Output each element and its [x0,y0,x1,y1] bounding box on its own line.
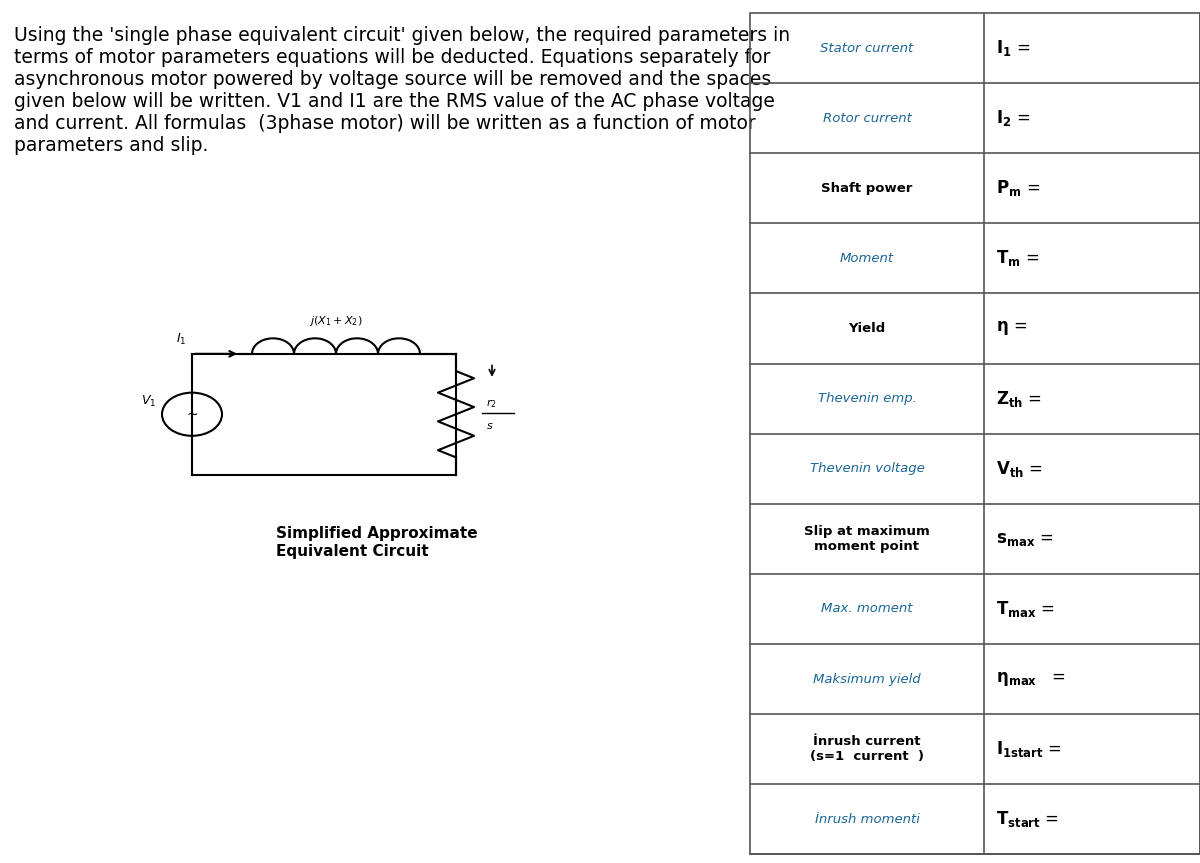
Text: Moment: Moment [840,252,894,265]
Text: $\mathbf{I_{1start}}$ =: $\mathbf{I_{1start}}$ = [996,740,1062,759]
Text: Simplified Approximate
Equivalent Circuit: Simplified Approximate Equivalent Circui… [276,526,478,559]
Text: İnrush current
(s=1  current  ): İnrush current (s=1 current ) [810,735,924,763]
Text: $\mathbf{T_m}$ =: $\mathbf{T_m}$ = [996,249,1039,268]
Text: $\mathbf{\eta}$ =: $\mathbf{\eta}$ = [996,319,1027,337]
Text: Rotor current: Rotor current [822,111,912,124]
Text: Using the 'single phase equivalent circuit' given below, the required parameters: Using the 'single phase equivalent circu… [14,26,791,154]
Text: Shaft power: Shaft power [821,182,913,195]
Text: $r_2$: $r_2$ [486,397,497,410]
Text: Maksimum yield: Maksimum yield [814,672,920,685]
Text: $\mathbf{T_{max}}$ =: $\mathbf{T_{max}}$ = [996,599,1055,619]
Text: Thevenin voltage: Thevenin voltage [810,463,924,476]
Text: $\mathbf{V_{th}}$ =: $\mathbf{V_{th}}$ = [996,459,1043,479]
Text: Thevenin emp.: Thevenin emp. [817,392,917,405]
Text: Slip at maximum
moment point: Slip at maximum moment point [804,525,930,553]
Text: $I_1$: $I_1$ [175,332,186,347]
Text: Stator current: Stator current [821,41,913,54]
Text: $j(X_1+X_2)$: $j(X_1+X_2)$ [310,314,362,328]
Text: $s$: $s$ [486,421,493,432]
Text: Max. moment: Max. moment [821,602,913,615]
Text: $\mathbf{\eta_{max}}$   =: $\mathbf{\eta_{max}}$ = [996,670,1066,688]
Text: $\mathbf{I_1}$ =: $\mathbf{I_1}$ = [996,38,1031,58]
Text: $\mathbf{Z_{th}}$ =: $\mathbf{Z_{th}}$ = [996,388,1042,408]
Text: $\mathbf{T_{start}}$ =: $\mathbf{T_{start}}$ = [996,809,1060,829]
Text: Yield: Yield [848,322,886,335]
Text: İnrush momenti: İnrush momenti [815,813,919,826]
Text: $\mathbf{P_m}$ =: $\mathbf{P_m}$ = [996,179,1040,198]
Text: $\mathbf{I_2}$ =: $\mathbf{I_2}$ = [996,108,1031,128]
Text: $\mathbf{s_{max}}$ =: $\mathbf{s_{max}}$ = [996,530,1054,548]
Text: $V_1$: $V_1$ [140,394,156,409]
Text: ~: ~ [186,407,198,421]
